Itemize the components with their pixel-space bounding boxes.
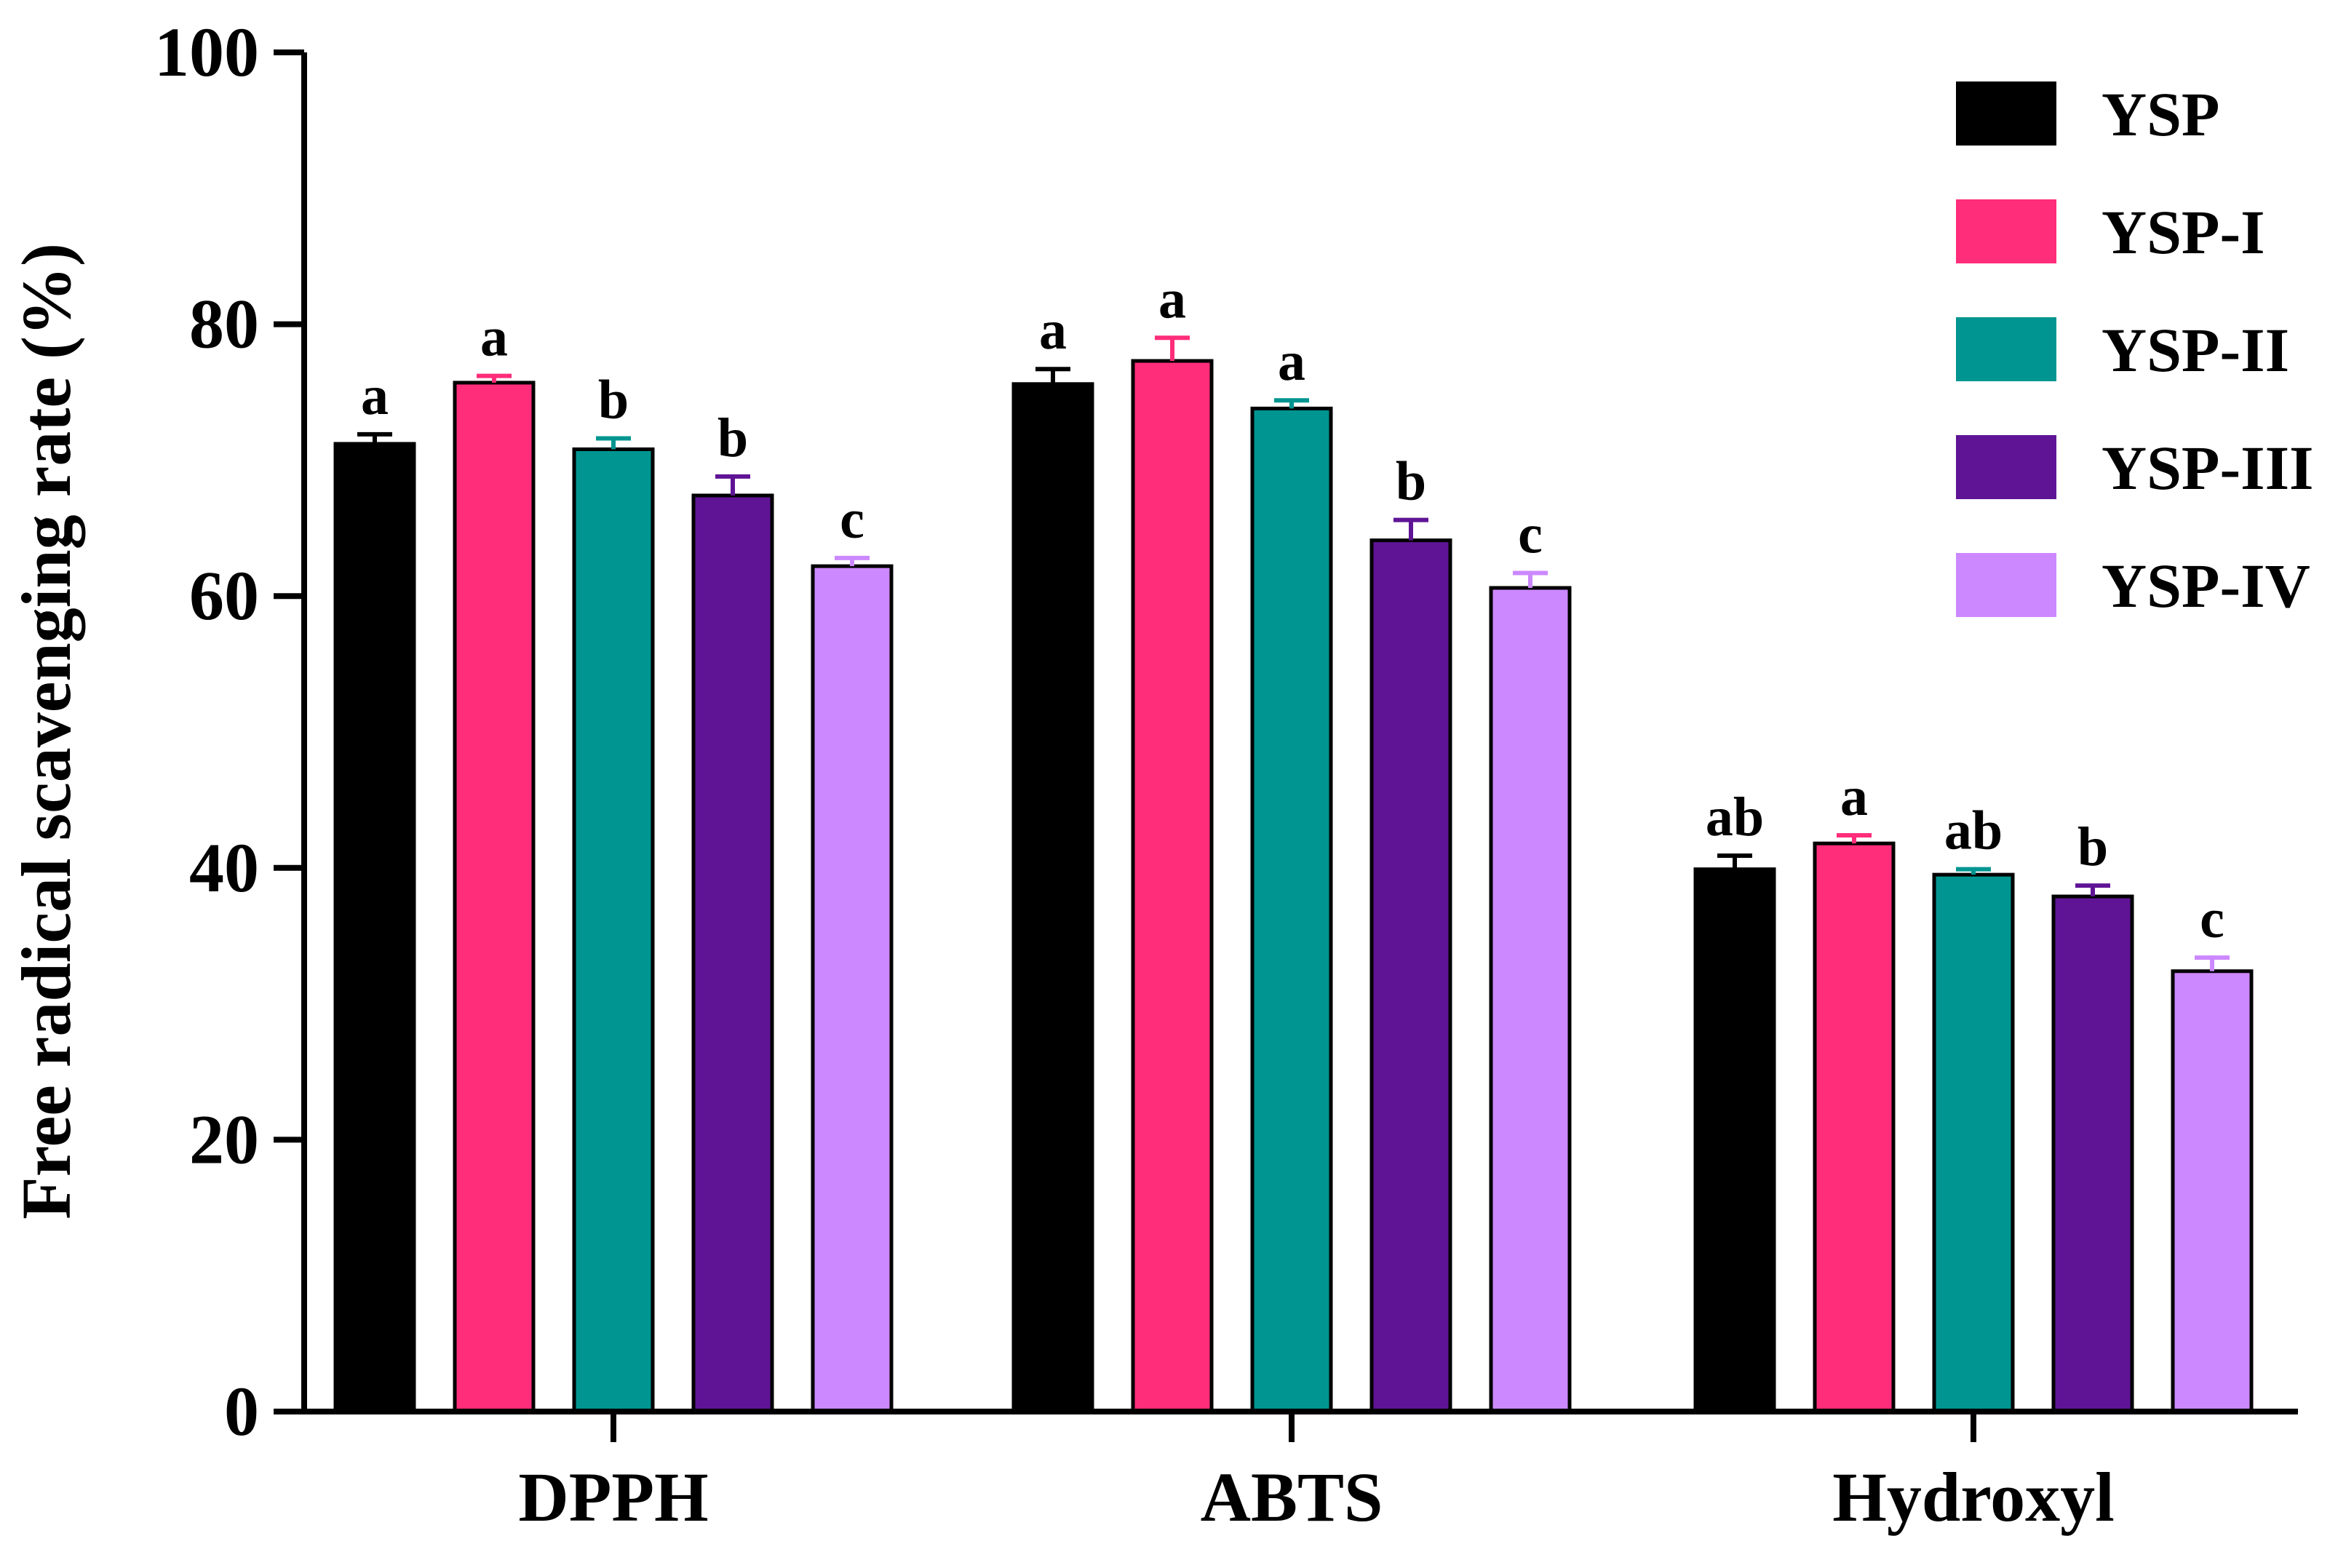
y-tick-label: 60	[189, 557, 259, 634]
legend-label: YSP-II	[2102, 315, 2289, 385]
significance-label: b	[598, 370, 629, 431]
legend-label: YSP	[2102, 79, 2219, 149]
legend-swatch	[1956, 317, 2056, 381]
bar	[1131, 359, 1214, 1414]
legend-swatch	[1956, 435, 2056, 499]
significance-label: b	[717, 407, 748, 469]
legend-swatch	[1956, 553, 2056, 617]
significance-label: c	[2200, 888, 2224, 950]
y-tick-label: 40	[189, 829, 259, 907]
bar	[1489, 586, 1572, 1414]
significance-label: b	[2077, 816, 2108, 877]
bar	[572, 447, 655, 1414]
significance-label: ab	[1706, 787, 1764, 848]
legend-label: YSP-IV	[2102, 551, 2310, 621]
x-category-label: Hydroxyl	[1832, 1458, 2115, 1536]
significance-label: b	[1396, 451, 1426, 512]
bar	[1011, 382, 1094, 1414]
bar	[2051, 894, 2134, 1414]
legend-swatch	[1956, 199, 2056, 263]
significance-label: c	[1518, 504, 1543, 565]
y-tick-label: 100	[154, 13, 259, 91]
significance-label: a	[1278, 331, 1305, 392]
axes-layer: 0 20 40 60 80 100 DPPH ABTS Hydroxyl	[154, 13, 2298, 1536]
bar	[1932, 872, 2015, 1414]
significance-label: c	[840, 489, 864, 550]
legend-swatch	[1956, 81, 2056, 146]
bar	[1813, 841, 1896, 1414]
bar	[1369, 538, 1452, 1414]
x-category-label: ABTS	[1201, 1458, 1383, 1536]
bar	[1250, 406, 1333, 1414]
y-tick-label: 20	[189, 1100, 259, 1178]
bar	[811, 564, 894, 1414]
significance-label: a	[1039, 300, 1067, 361]
bar	[453, 381, 536, 1414]
bar	[1693, 867, 1776, 1414]
y-tick-label: 80	[189, 285, 259, 363]
x-category-label: DPPH	[518, 1458, 708, 1536]
legend: YSP YSP-I YSP-II YSP-III YSP-IV	[1956, 79, 2314, 621]
significance-label: a	[480, 307, 508, 368]
bar	[333, 442, 416, 1414]
legend-label: YSP-I	[2102, 197, 2265, 267]
significance-label: ab	[1944, 800, 2003, 861]
significance-label: a	[1158, 268, 1186, 330]
significance-label: a	[361, 365, 389, 426]
significance-label: a	[1840, 766, 1868, 827]
y-axis-title: Free radical scavenging rate (%)	[7, 243, 85, 1219]
bar	[691, 493, 774, 1414]
legend-label: YSP-III	[2102, 433, 2314, 503]
y-tick-label: 0	[224, 1372, 259, 1450]
bar	[2171, 969, 2254, 1414]
